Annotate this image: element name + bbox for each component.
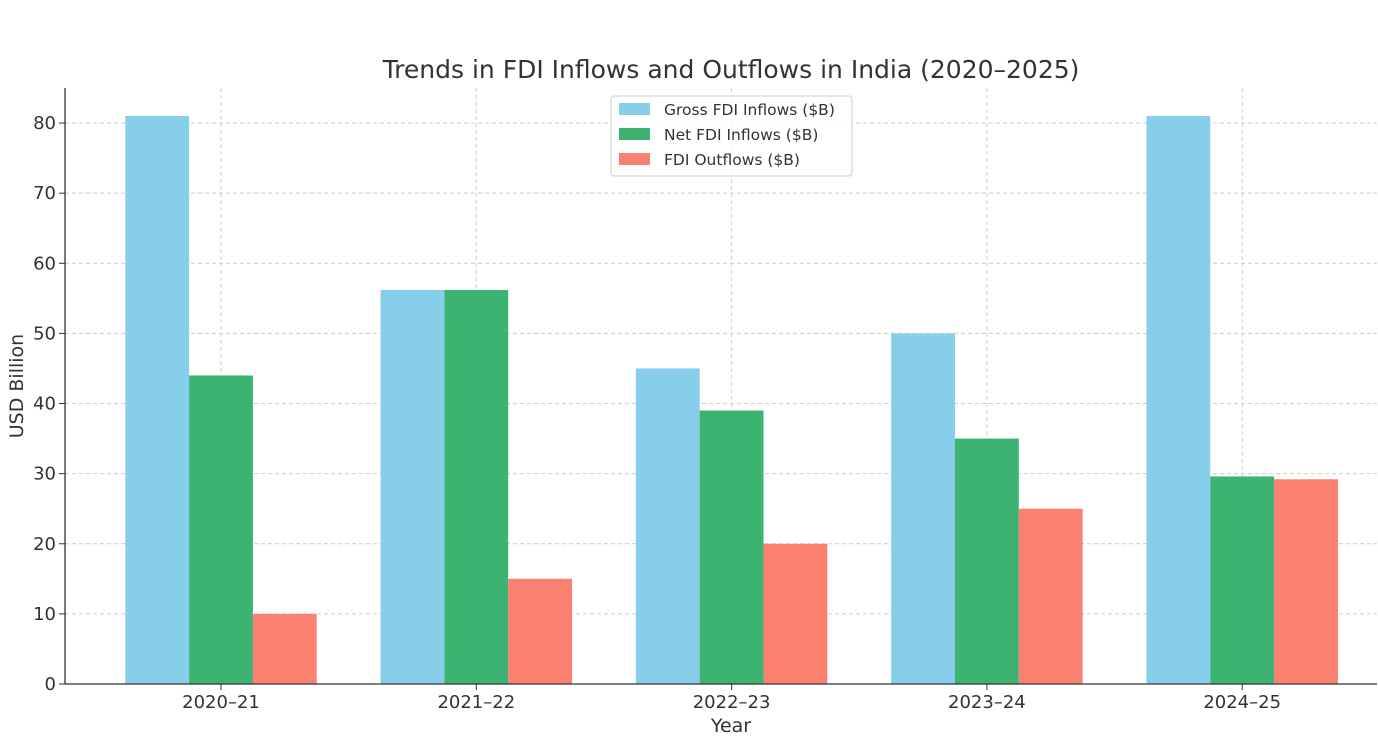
x-tick-label: 2020–21 xyxy=(182,692,260,713)
bar-3-2021–22 xyxy=(508,578,573,684)
x-axis-label: Year xyxy=(710,715,751,736)
bar-1-2021–22 xyxy=(380,289,445,684)
bar-2-2022–23 xyxy=(699,410,764,684)
bar-3-2022–23 xyxy=(763,543,828,684)
y-tick-label: 60 xyxy=(33,253,56,274)
bar-2-2020–21 xyxy=(189,375,253,684)
bar-1-2022–23 xyxy=(635,368,700,684)
y-tick-label: 20 xyxy=(33,534,56,555)
y-tick-label: 50 xyxy=(33,323,56,344)
chart-title: Trends in FDI Inflows and Outflows in In… xyxy=(382,55,1080,84)
y-tick-label: 40 xyxy=(33,394,56,415)
bar-1-2020–21 xyxy=(125,116,190,684)
y-axis-label: USD Billion xyxy=(6,334,28,438)
legend-label: Net FDI Inflows ($B) xyxy=(664,126,818,144)
bar-3-2023–24 xyxy=(1018,508,1083,684)
bar-1-2023–24 xyxy=(891,333,955,684)
y-tick-label: 70 xyxy=(33,183,56,204)
bar-2-2021–22 xyxy=(444,289,509,684)
y-tick-label: 10 xyxy=(33,604,56,625)
bars xyxy=(125,116,1338,684)
y-tick-label: 0 xyxy=(45,674,56,695)
legend: Gross FDI Inflows ($B) Net FDI Inflows ($… xyxy=(610,95,853,177)
x-tick-label: 2023–24 xyxy=(948,692,1026,713)
legend-swatch xyxy=(619,128,650,140)
axes: 0 10 20 30 40 50 60 70 80 2020–21 2021–22 2022–23 20… xyxy=(33,88,1377,713)
bar-2-2024–25 xyxy=(1210,476,1275,684)
y-tick-label: 30 xyxy=(33,464,56,485)
legend-swatch xyxy=(619,103,650,115)
bar-2-2023–24 xyxy=(954,438,1019,684)
legend-swatch xyxy=(619,153,650,165)
x-tick-label: 2024–25 xyxy=(1203,692,1281,713)
bar-1-2024–25 xyxy=(1146,116,1211,684)
legend-label: Gross FDI Inflows ($B) xyxy=(664,101,835,119)
y-tick-label: 80 xyxy=(33,113,56,134)
bar-3-2020–21 xyxy=(252,613,317,684)
x-tick-label: 2022–23 xyxy=(693,692,771,713)
x-tick-label: 2021–22 xyxy=(437,692,515,713)
legend-box xyxy=(610,95,853,177)
legend-label: FDI Outflows ($B) xyxy=(664,151,800,169)
bar-3-2024–25 xyxy=(1274,479,1338,684)
